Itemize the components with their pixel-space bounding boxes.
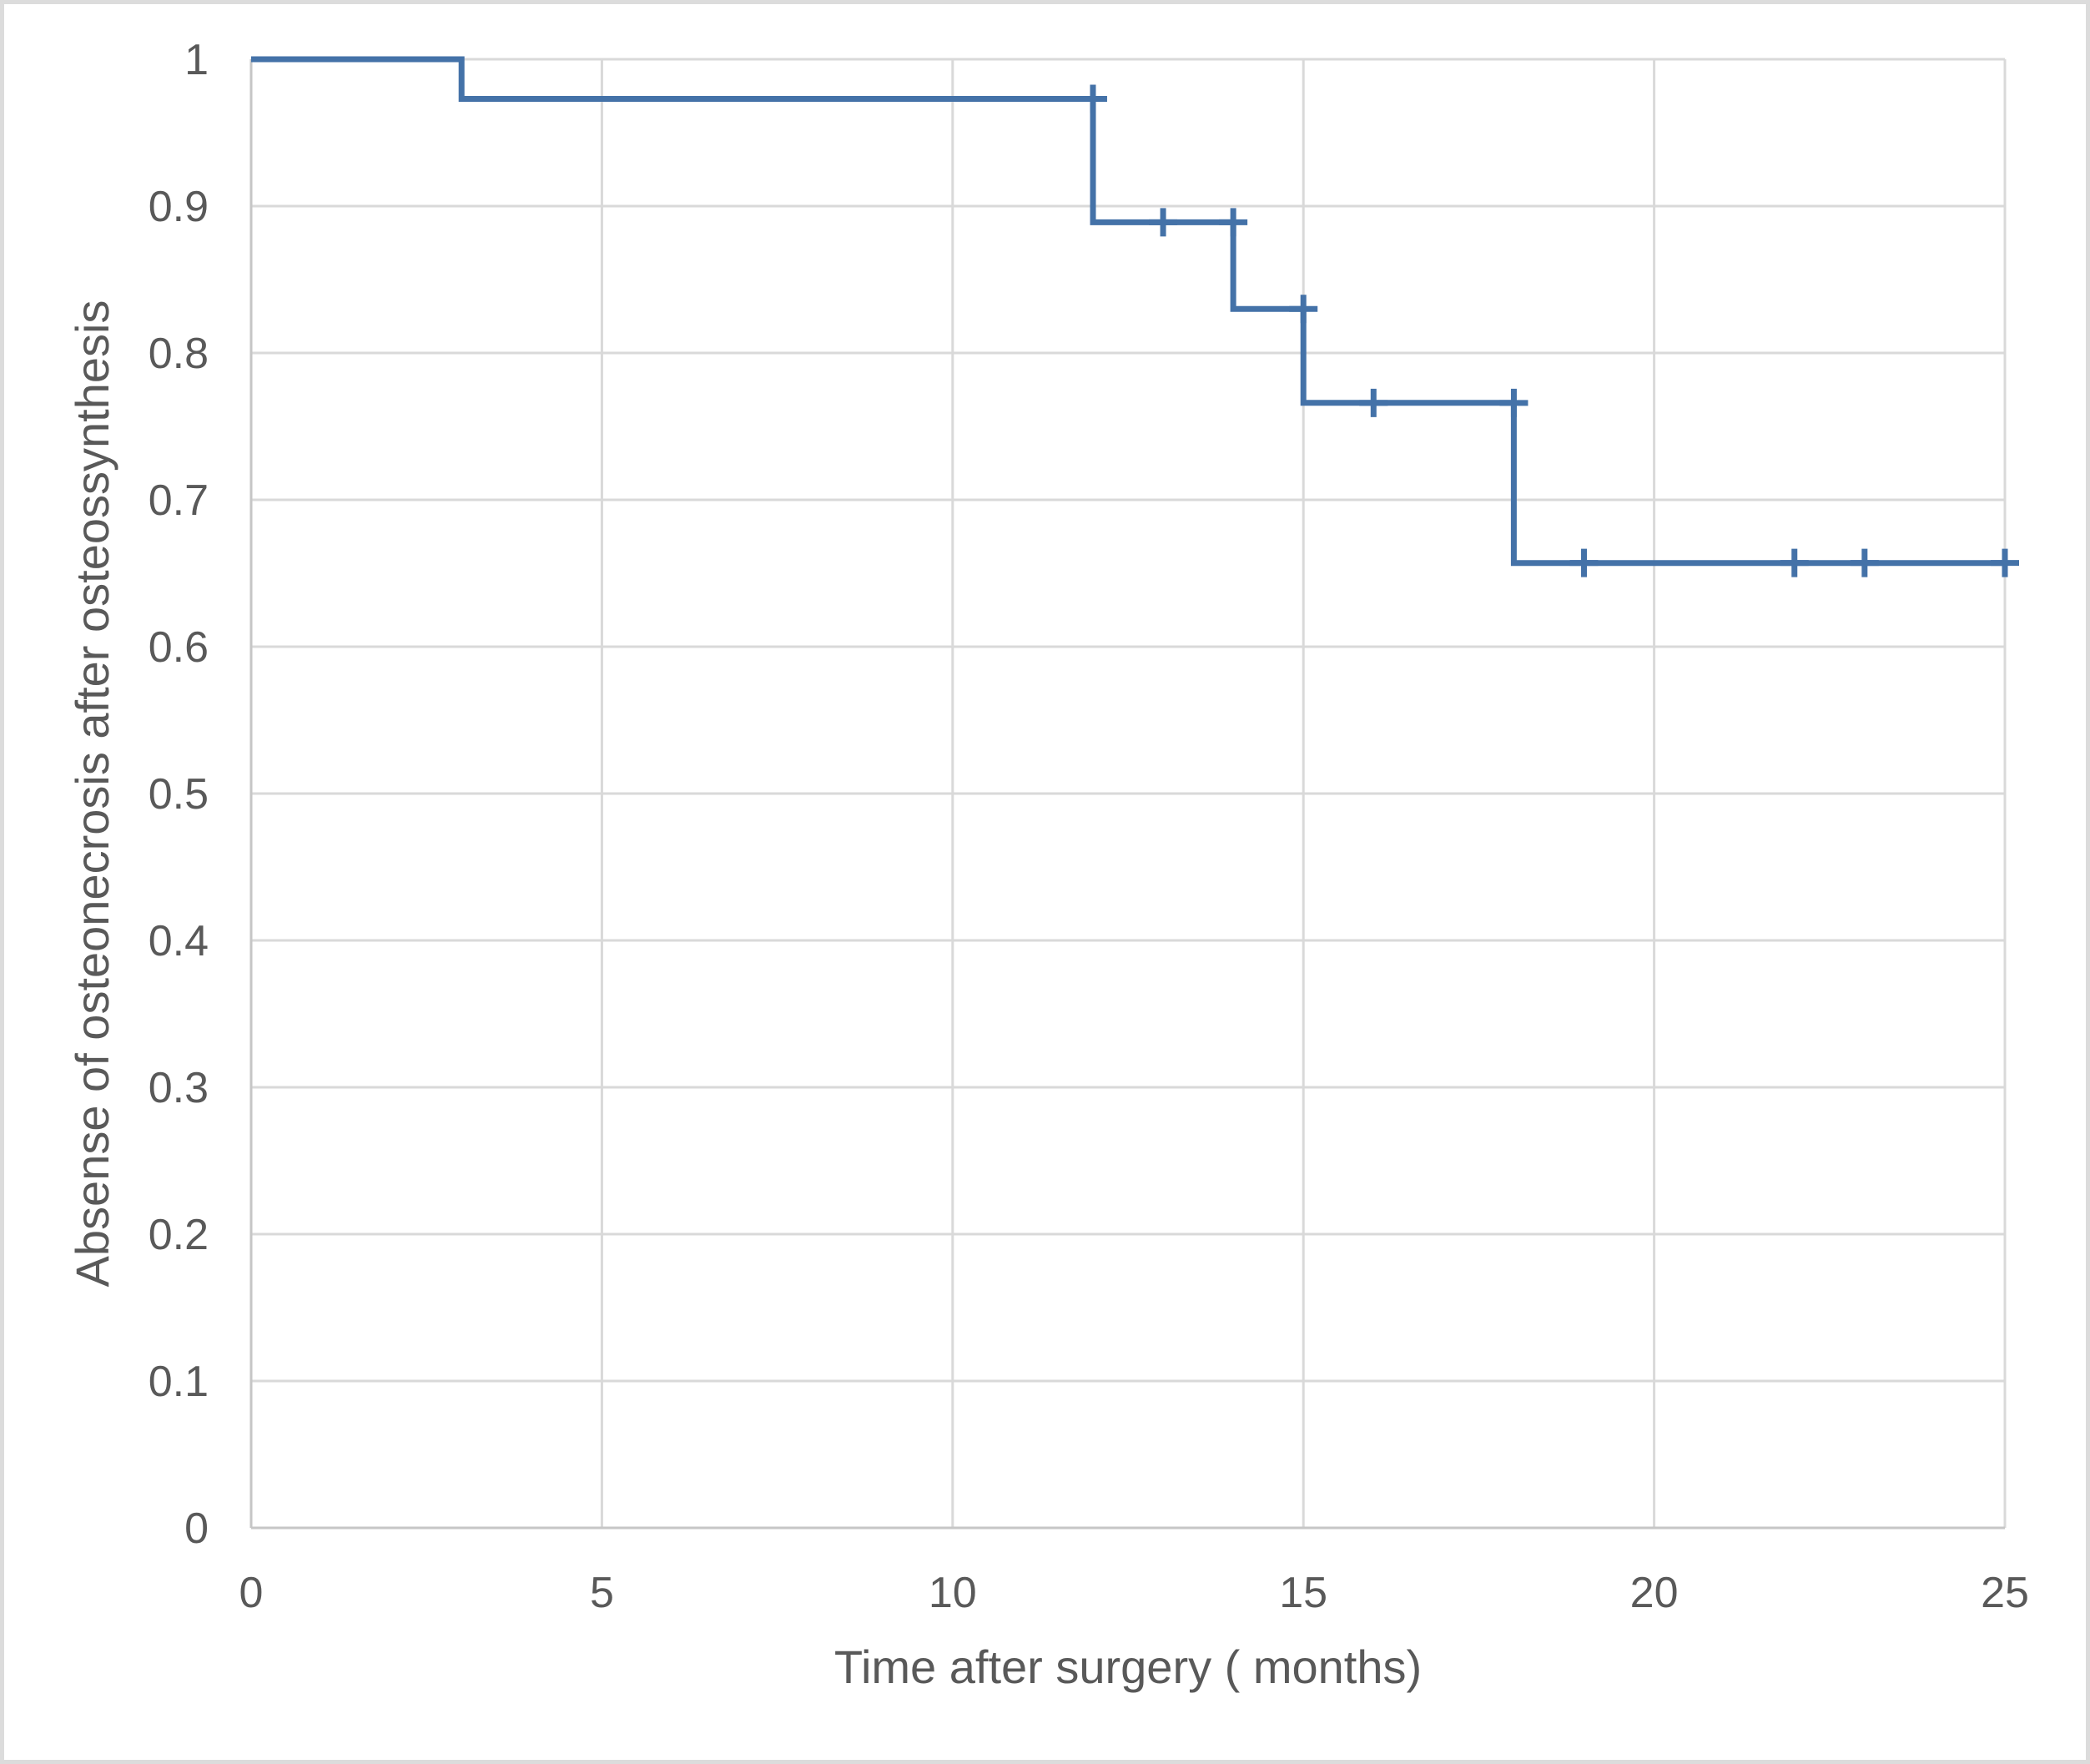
x-tick-label: 10 — [929, 1569, 977, 1617]
series-layer — [251, 56, 2005, 567]
survival-step-curve — [251, 56, 2005, 567]
y-tick-label: 0.4 — [149, 917, 209, 965]
y-tick-label: 0.8 — [149, 330, 209, 378]
x-tick-label: 25 — [1981, 1569, 2029, 1617]
censor-mark — [1289, 295, 1318, 324]
x-tick-label: 15 — [1279, 1569, 1327, 1617]
censor-mark — [1991, 548, 2019, 577]
y-tick-label: 1 — [184, 36, 209, 84]
censor-mark — [1359, 388, 1388, 417]
censor-mark — [1850, 548, 1879, 577]
y-tick-label: 0.7 — [149, 476, 209, 525]
y-tick-label: 0.2 — [149, 1211, 209, 1259]
tick-labels: 00.10.20.30.40.50.60.70.80.910 5 10 15 20 25 — [149, 36, 2029, 1617]
censor-mark — [1219, 208, 1248, 237]
censor-mark — [1499, 388, 1528, 417]
y-axis-title: Absense of osteonecrosis after osteossyn… — [66, 300, 118, 1288]
censor-mark — [1780, 548, 1809, 577]
x-axis-title: Time after surgery ( months) — [834, 1641, 1422, 1693]
x-tick-label: 0 — [239, 1569, 264, 1617]
y-tick-label: 0 — [184, 1504, 209, 1553]
y-tick-label: 0.9 — [149, 183, 209, 231]
y-tick-label: 0.6 — [149, 623, 209, 672]
censor-mark — [1569, 548, 1599, 577]
x-tick-label: 5 — [590, 1569, 614, 1617]
censor-mark — [1149, 208, 1178, 237]
y-tick-label: 0.5 — [149, 770, 209, 819]
x-tick-label: 20 — [1630, 1569, 1679, 1617]
y-tick-label: 0.3 — [149, 1064, 209, 1112]
censor-mark — [1078, 84, 1107, 113]
gridlines — [249, 58, 2007, 1530]
y-tick-label: 0.1 — [149, 1358, 209, 1406]
censor-marks — [1078, 84, 2019, 577]
axis-lines — [249, 59, 2005, 1530]
km-chart: 00.10.20.30.40.50.60.70.80.910 5 10 15 20 25 … — [66, 36, 2029, 1693]
